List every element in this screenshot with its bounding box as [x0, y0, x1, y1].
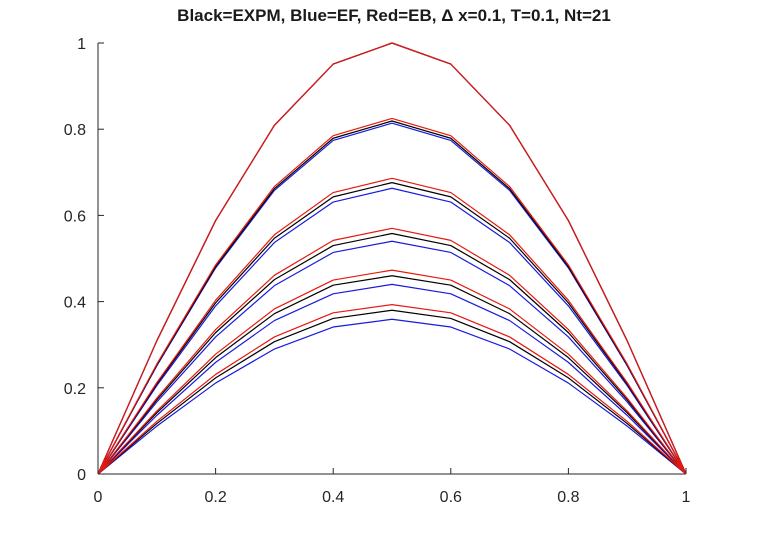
- x-tick-label: 0.6: [440, 489, 462, 506]
- tick-layer: 0 0.2 0.4 0.6 0.8 1 0 0.2 0.4 0.6 0.8 1: [64, 36, 691, 506]
- x-tick-label: 0.2: [204, 489, 226, 506]
- series-line-eb-3: [97, 177, 687, 475]
- series-line-eb-5: [97, 269, 687, 475]
- series-line-eb-4: [97, 227, 687, 475]
- series-line-ef-2: [97, 122, 687, 475]
- series-line-ef-3: [97, 187, 687, 475]
- x-tick-label: 1: [682, 489, 691, 506]
- series-expm: [97, 42, 687, 475]
- series-line-ef-5: [97, 283, 687, 475]
- series-layer: [97, 42, 687, 475]
- y-tick-label: 0.6: [64, 208, 86, 225]
- series-line-expm-5: [97, 275, 687, 475]
- chart-title: Black=EXPM, Blue=EF, Red=EB, Δ x=0.1, T=…: [177, 6, 611, 25]
- series-line-ef-6: [97, 318, 687, 475]
- plot-axes: [97, 43, 686, 475]
- series-line-expm-4: [97, 232, 687, 475]
- y-tick-label: 0.2: [64, 381, 86, 398]
- y-tick-label: 0.8: [64, 122, 86, 139]
- series-line-expm-3: [97, 182, 687, 475]
- series-line-eb-2: [97, 117, 687, 475]
- x-tick-label: 0.4: [322, 489, 344, 506]
- series-line-expm-6: [97, 309, 687, 475]
- series-line-eb-1: [97, 42, 687, 475]
- series-line-expm-2: [97, 120, 687, 475]
- x-tick-label: 0.8: [557, 489, 579, 506]
- series-ef: [97, 42, 687, 475]
- series-line-ef-1: [97, 42, 687, 475]
- series-line-eb-6: [97, 304, 687, 475]
- x-tick-label: 0: [94, 489, 103, 506]
- series-line-expm-1: [97, 42, 687, 475]
- y-tick-label: 0: [77, 467, 86, 484]
- y-tick-label: 1: [77, 36, 86, 53]
- series-line-ef-4: [97, 240, 687, 475]
- series-eb: [97, 42, 687, 475]
- y-tick-label: 0.4: [64, 295, 86, 312]
